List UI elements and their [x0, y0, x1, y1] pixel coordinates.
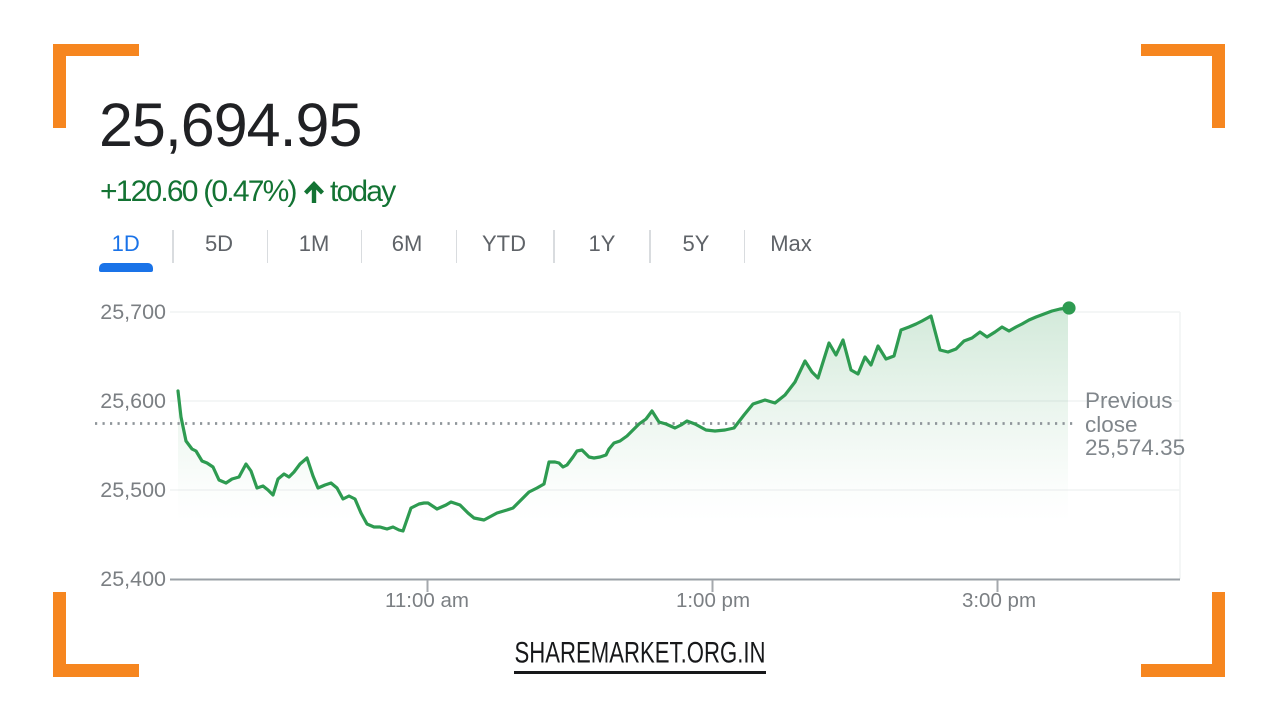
- svg-text:SHAREMARKET.ORG.IN: SHAREMARKET.ORG.IN: [515, 637, 766, 670]
